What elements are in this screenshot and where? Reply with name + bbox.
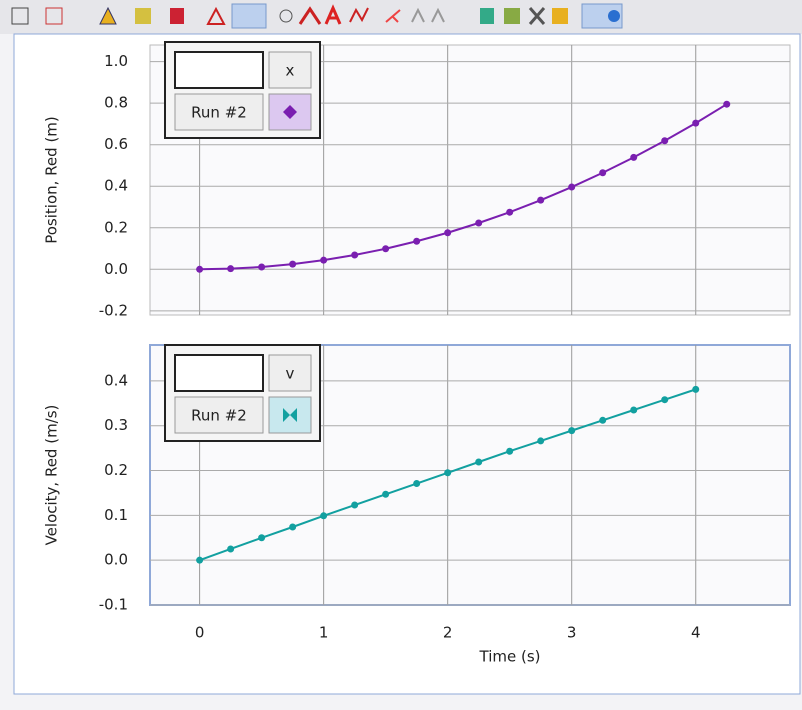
data-point [568, 183, 576, 191]
legend-cell [174, 396, 264, 434]
toolbar-bg [0, 0, 802, 34]
data-point [661, 137, 669, 145]
data-point [227, 545, 235, 553]
data-point [413, 480, 421, 488]
y-tick-label: -0.1 [99, 596, 128, 614]
y-tick-label: 0.3 [104, 416, 128, 434]
y-tick-label: 0.4 [104, 177, 128, 195]
tool-icon[interactable] [135, 8, 151, 24]
y-axis-label: Velocity, Red (m/s) [43, 405, 61, 546]
tool-icon[interactable] [11, 7, 29, 25]
y-tick-label: 0.1 [104, 506, 128, 524]
tool-icon[interactable] [608, 10, 620, 22]
data-point [289, 523, 297, 531]
data-point [506, 208, 514, 216]
data-point [599, 169, 607, 177]
tool-icon-active[interactable] [581, 3, 623, 29]
data-point [723, 100, 731, 108]
legend-header: v [286, 365, 295, 383]
data-point [320, 512, 328, 520]
data-point [506, 447, 514, 455]
data-point [599, 416, 607, 424]
y-tick-label: 0.0 [104, 551, 128, 569]
tool-icon[interactable] [324, 4, 342, 25]
tool-icon[interactable] [279, 9, 293, 23]
data-point [413, 237, 421, 245]
data-point [537, 437, 545, 445]
data-point [289, 260, 297, 268]
tool-icon[interactable] [480, 8, 494, 24]
y-tick-label: -0.2 [99, 301, 128, 319]
data-point [196, 265, 204, 273]
x-tick-label: 1 [319, 624, 329, 642]
x-tick-label: 2 [443, 624, 453, 642]
data-point [382, 490, 390, 498]
data-point [475, 458, 483, 466]
data-point [475, 219, 483, 227]
legend-label: Run #2 [191, 104, 247, 122]
legend-cell [174, 51, 264, 89]
data-point [630, 406, 638, 414]
legend-marker [283, 408, 297, 422]
tool-icon[interactable] [504, 8, 520, 24]
data-point [444, 229, 452, 237]
series-line [199, 103, 728, 271]
legend-label: Run #2 [191, 407, 247, 425]
data-point [258, 263, 266, 271]
x-tick-label: 4 [691, 624, 701, 642]
tool-icon[interactable] [385, 9, 401, 23]
tool-icon[interactable] [528, 7, 546, 25]
legend-cell [268, 354, 312, 392]
data-point [692, 385, 700, 393]
x-tick-label: 0 [195, 624, 205, 642]
tool-icon[interactable] [411, 7, 445, 23]
data-point [537, 196, 545, 204]
y-tick-label: 0.6 [104, 135, 128, 153]
tool-icon[interactable] [170, 8, 184, 24]
data-point [382, 245, 390, 253]
y-tick-label: 0.2 [104, 461, 128, 479]
tool-icon-active[interactable] [231, 3, 267, 29]
tool-icon[interactable] [552, 8, 568, 24]
data-point [444, 469, 452, 477]
data-point [661, 396, 669, 404]
toolbar [0, 0, 802, 34]
y-tick-label: 1.0 [104, 52, 128, 70]
data-point [258, 534, 266, 542]
data-point [227, 265, 235, 273]
data-point [568, 427, 576, 435]
legend-cell [268, 51, 312, 89]
data-point [320, 256, 328, 264]
data-point [351, 501, 359, 509]
y-tick-label: 0.4 [104, 371, 128, 389]
tool-icon[interactable] [99, 6, 117, 25]
x-axis-label: Time (s) [479, 648, 541, 666]
tool-icon[interactable] [45, 7, 63, 25]
data-point [630, 153, 638, 161]
y-tick-label: 0.2 [104, 218, 128, 236]
x-tick-label: 3 [567, 624, 577, 642]
legend-cell [174, 93, 264, 131]
y-tick-label: 0.8 [104, 94, 128, 112]
data-point [351, 251, 359, 259]
data-point [692, 119, 700, 127]
tool-icon[interactable] [349, 7, 369, 23]
y-axis-label: Position, Red (m) [43, 116, 61, 244]
legend-cell [174, 354, 264, 392]
plots: -0.2 0.0 0.2 0.4 0.6 0.8 1.0 Position, Red (m) x… [43, 41, 791, 666]
legend-marker [283, 105, 297, 119]
legend-header: x [286, 62, 295, 80]
tool-icon[interactable] [298, 6, 322, 25]
tool-icon[interactable] [206, 6, 226, 25]
y-tick-label: 0.0 [104, 260, 128, 278]
data-point [196, 556, 204, 564]
